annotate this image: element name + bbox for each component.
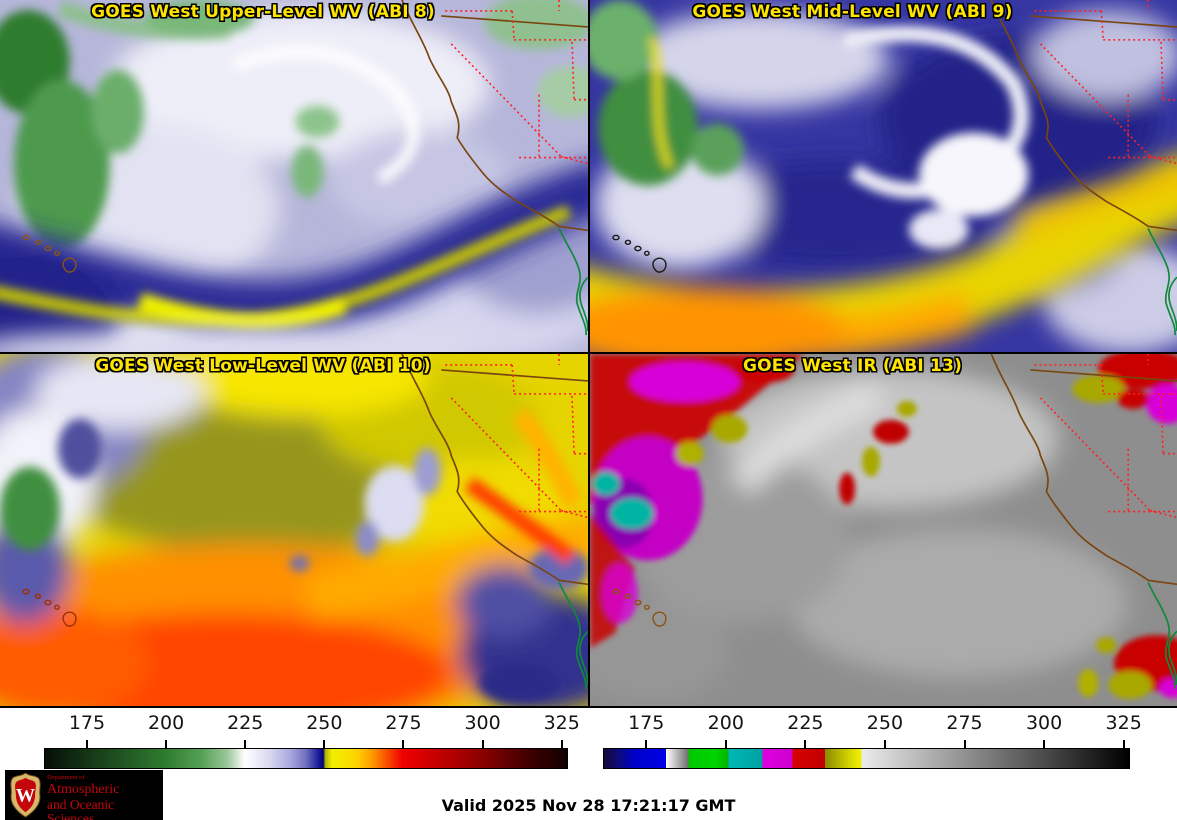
coast-outline: [990, 0, 1177, 232]
colorbar-tick-label: 325: [1105, 712, 1142, 734]
coast-outline: [401, 354, 588, 586]
panel-upper-level-wv: GOES West Upper-Level WV (ABI 8): [0, 0, 588, 352]
footer: 175 200 225 250 275 300 325 175 200 225 250 275 300…: [0, 708, 1177, 820]
colorbar-tick: [883, 740, 886, 748]
coast-outline: [990, 354, 1177, 586]
panel-title-low-level-wv: GOES West Low-Level WV (ABI 10): [95, 356, 431, 376]
baja-outline: [558, 582, 588, 690]
hawaii-outline: [612, 588, 667, 627]
colorbar-tick: [645, 740, 648, 748]
colorbar-tick: [402, 740, 405, 748]
colorbar-tick: [1043, 740, 1046, 748]
crest-letter: W: [16, 786, 35, 807]
valid-timestamp: Valid 2025 Nov 28 17:21:17 GMT: [441, 796, 736, 815]
wv-colorbar-labels: 175 200 225 250 275 300 325: [44, 712, 580, 738]
baja-outline: [558, 228, 588, 336]
colorbar-tick-label: 225: [227, 712, 264, 734]
hawaii-outline: [22, 234, 77, 273]
wv-colorbar-gradient: [44, 748, 568, 769]
ir-colorbar-labels: 175 200 225 250 275 300 325: [603, 712, 1142, 738]
panel-title-ir: GOES West IR (ABI 13): [742, 356, 963, 376]
colorbar-tick: [560, 740, 563, 748]
coast-outline: [1030, 15, 1177, 28]
satellite-image-low-level-wv: [0, 354, 588, 706]
colorbar-tick-label: 300: [464, 712, 501, 734]
satellite-panel-grid: GOES West Upper-Level WV (ABI 8): [0, 0, 1177, 708]
colorbar-tick: [963, 740, 966, 748]
state-outline: [445, 354, 588, 519]
satellite-image-mid-level-wv: [590, 0, 1177, 352]
satellite-image-upper-level-wv: [0, 0, 588, 352]
logo-line2: and Oceanic Sciences: [47, 796, 115, 820]
wv-colorbar-ticks: [44, 740, 568, 748]
hawaii-outline: [22, 588, 77, 627]
panel-title-mid-level-wv: GOES West Mid-Level WV (ABI 9): [692, 2, 1013, 22]
colorbar-tick-label: 200: [707, 712, 744, 734]
panel-ir: GOES West IR (ABI 13): [590, 354, 1177, 706]
colorbar-tick: [724, 740, 727, 748]
colorbar-tick-label: 225: [787, 712, 824, 734]
baja-outline: [1147, 228, 1177, 336]
colorbar-tick: [85, 740, 88, 748]
colorbar-tick: [165, 740, 168, 748]
logo-dept-line: Department of: [47, 774, 85, 781]
panel-low-level-wv: GOES West Low-Level WV (ABI 10): [0, 354, 588, 706]
uw-crest-icon: W: [10, 772, 41, 818]
satellite-image-ir: [590, 354, 1177, 706]
colorbar-tick: [244, 740, 247, 748]
ir-colorbar-ticks: [603, 740, 1130, 748]
state-outline: [445, 0, 588, 165]
panel-mid-level-wv: GOES West Mid-Level WV (ABI 9): [590, 0, 1177, 352]
colorbar-tick-label: 275: [385, 712, 422, 734]
colorbar-tick-label: 250: [866, 712, 904, 734]
hawaii-outline: [612, 234, 667, 273]
colorbar-tick: [323, 740, 326, 748]
colorbar-tick: [804, 740, 807, 748]
ir-colorbar: 175 200 225 250 275 300 325: [603, 712, 1142, 769]
colorbar-tick: [481, 740, 484, 748]
logo-text: Department of Atmospheric and Oceanic Sc…: [47, 774, 163, 820]
colorbar-tick: [1122, 740, 1125, 748]
aos-logo: W Department of Atmospheric and Oceanic …: [5, 770, 163, 820]
wv-colorbar: 175 200 225 250 275 300 325: [44, 712, 580, 769]
baja-outline: [1147, 582, 1177, 690]
colorbar-tick-label: 175: [628, 712, 665, 734]
colorbar-tick-label: 325: [543, 712, 580, 734]
coast-outline: [1030, 369, 1177, 382]
logo-line1: Atmospheric: [47, 782, 120, 798]
coast-outline: [441, 15, 588, 28]
colorbar-tick-label: 300: [1025, 712, 1063, 734]
colorbar-tick-label: 200: [147, 712, 185, 734]
colorbar-tick-label: 275: [946, 712, 983, 734]
coast-outline: [441, 369, 588, 382]
ir-colorbar-gradient: [603, 748, 1130, 769]
coast-outline: [401, 0, 588, 232]
colorbar-tick-label: 250: [306, 712, 343, 734]
panel-title-upper-level-wv: GOES West Upper-Level WV (ABI 8): [91, 2, 435, 22]
colorbar-tick-label: 175: [68, 712, 106, 734]
